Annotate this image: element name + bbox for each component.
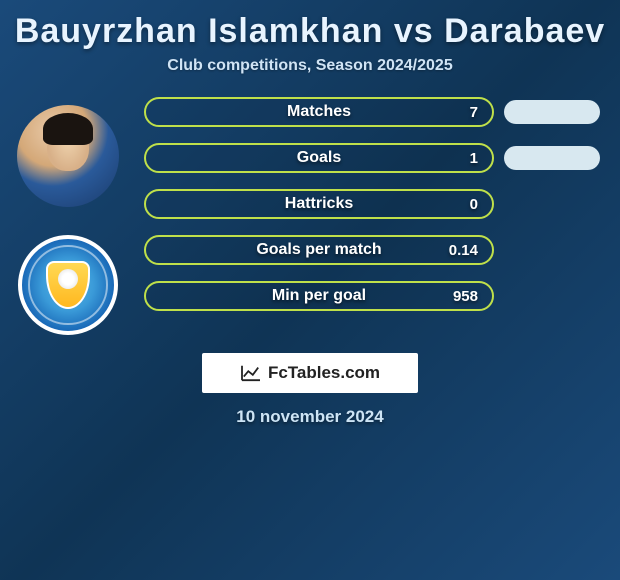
stat-value-p1: 958 [453, 288, 478, 305]
club-badge [18, 235, 118, 335]
player-photo [17, 105, 119, 207]
stat-value-p1: 1 [470, 150, 478, 167]
stat-pill-p2 [504, 146, 600, 170]
stat-bar: Matches 7 [144, 97, 494, 127]
stat-bar: Hattricks 0 [144, 189, 494, 219]
subtitle: Club competitions, Season 2024/2025 [167, 57, 452, 75]
stat-row: Goals 1 [144, 143, 600, 173]
watermark-text: FcTables.com [268, 363, 380, 383]
stat-label: Goals per match [256, 241, 381, 259]
chart-icon [240, 364, 262, 382]
stat-value-p1: 0 [470, 196, 478, 213]
stat-bar: Goals per match 0.14 [144, 235, 494, 265]
stat-row: Matches 7 [144, 97, 600, 127]
watermark: FcTables.com [202, 353, 418, 393]
stat-pill-p2 [504, 100, 600, 124]
stat-bar: Min per goal 958 [144, 281, 494, 311]
stat-label: Hattricks [285, 195, 353, 213]
stats-column: Matches 7 Goals 1 Hattricks 0 Goals per match 0… [128, 97, 612, 311]
stat-bar: Goals 1 [144, 143, 494, 173]
stat-label: Goals [297, 149, 341, 167]
club-shield-icon [46, 261, 90, 309]
stat-row: Goals per match 0.14 [144, 235, 600, 265]
stat-label: Min per goal [272, 287, 366, 305]
page-title: Bauyrzhan Islamkhan vs Darabaev [15, 12, 605, 51]
comparison-body: Matches 7 Goals 1 Hattricks 0 Goals per match 0… [8, 97, 612, 335]
stat-value-p1: 0.14 [449, 242, 478, 259]
left-avatars [8, 97, 128, 335]
stat-value-p1: 7 [470, 104, 478, 121]
stat-row: Min per goal 958 [144, 281, 600, 311]
date-text: 10 november 2024 [236, 407, 383, 427]
stat-label: Matches [287, 103, 351, 121]
stat-row: Hattricks 0 [144, 189, 600, 219]
